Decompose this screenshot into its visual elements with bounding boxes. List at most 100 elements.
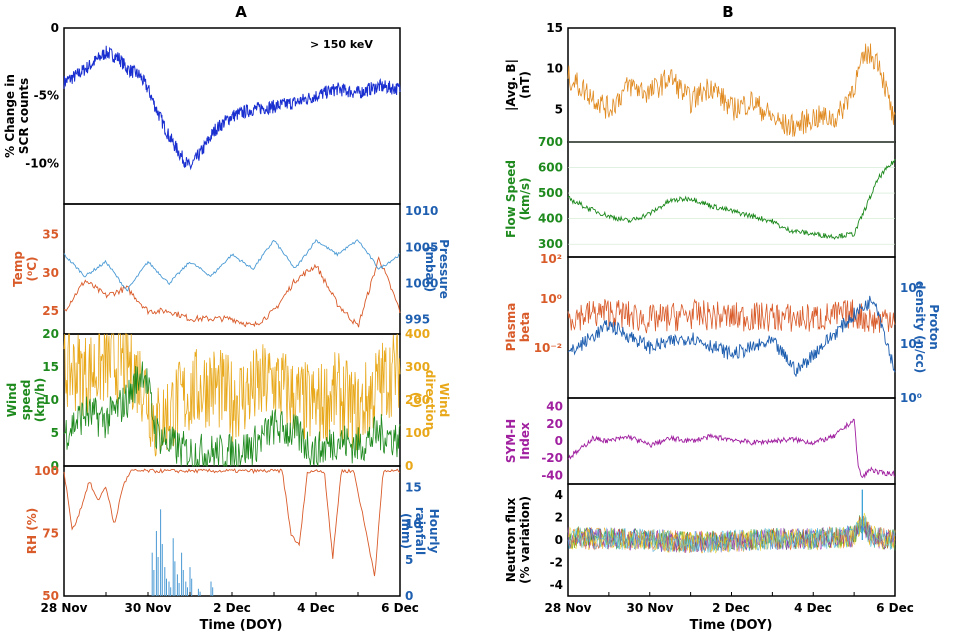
y-tick-label: 1000 [405, 276, 438, 290]
wind-speed-line [63, 361, 401, 467]
y-tick-label: 10⁰ [540, 292, 562, 306]
y-tick-label: 40 [546, 400, 563, 414]
y-tick-label: 995 [405, 313, 430, 327]
y-tick-label: 100 [405, 426, 430, 440]
y-tick-label: 200 [405, 393, 430, 407]
pressure-series-line [63, 239, 401, 292]
y-tick-label: -10% [25, 156, 59, 170]
x-tick-label: 4 Dec [297, 601, 335, 615]
y-tick-label: 0 [405, 589, 413, 603]
x-tick-label: 30 Nov [627, 601, 674, 615]
y-tick-label: 0 [405, 459, 413, 473]
y-tick-label: -4 [550, 578, 563, 592]
y-tick-label: 15 [546, 21, 563, 35]
y-tick-label: 2 [555, 511, 563, 525]
y-tick-label: -40 [541, 468, 563, 482]
x-tick-label: 4 Dec [794, 601, 832, 615]
y-tick-label: 10⁻² [534, 341, 562, 355]
x-tick-label: 2 Dec [712, 601, 750, 615]
y-tick-label: 300 [538, 237, 563, 251]
y-tick-label: 10² [540, 252, 562, 266]
x-axis-title: Time (DOY) [200, 618, 283, 633]
y-tick-label: 0 [555, 434, 563, 448]
beta-density-ticks: 10⁻² 10⁰ 10² 10⁰ 10¹ 10² [534, 252, 922, 405]
plasma-beta-line [567, 298, 896, 334]
y-tick-label: 4 [555, 488, 563, 502]
neutron-station-line [567, 515, 896, 552]
y-tick-label: 15 [405, 481, 422, 495]
y-tick-label: 10⁰ [900, 391, 922, 405]
energy-annotation: > 150 keV [310, 38, 373, 51]
y-tick-label: 100 [34, 464, 59, 478]
wind-direction-line [63, 333, 401, 457]
y-tick-label: 30 [42, 266, 59, 280]
x-tick-label: 28 Nov [545, 601, 592, 615]
panel-b-label: B [722, 3, 733, 21]
y-tick-label: -5% [34, 89, 59, 103]
y-tick-label: 50 [42, 589, 59, 603]
panel-a-label: A [235, 3, 247, 21]
temp-series-line [63, 256, 401, 328]
neutron-ylabel: Neutron flux(% variation) [504, 496, 532, 584]
symh-ylabel: SYM-HIndex [504, 419, 532, 463]
neutron-station-line [567, 515, 896, 553]
y-tick-label: 400 [538, 212, 563, 226]
bavg-ylabel: |Avg. B|(nT) [504, 59, 532, 111]
y-tick-label: 0 [51, 459, 59, 473]
y-tick-label: 20 [42, 327, 59, 341]
y-tick-label: 10 [42, 393, 59, 407]
y-tick-label: 35 [42, 228, 59, 242]
x-tick-label: 28 Nov [41, 601, 88, 615]
temp-ylabel: Temp(⁰C) [11, 251, 39, 287]
y-tick-label: 20 [546, 417, 563, 431]
y-tick-label: 500 [538, 186, 563, 200]
x-axis-title: Time (DOY) [690, 618, 773, 633]
beta-ylabel: Plasmabeta [504, 303, 532, 352]
scr-series-line [63, 45, 401, 171]
y-tick-label: 5 [405, 553, 413, 567]
x-tick-label: 6 Dec [876, 601, 914, 615]
y-tick-label: 700 [538, 135, 563, 149]
y-tick-label: 10² [900, 281, 922, 295]
plot-marks: 0-5%-10%25303599510001005101005101520010… [25, 21, 896, 603]
panel-b-xaxis: 28 Nov 30 Nov 2 Dec 4 Dec 6 Dec Time (DO… [545, 601, 914, 633]
y-tick-label: 10 [405, 517, 422, 531]
y-tick-label: 75 [42, 527, 59, 541]
proton-density-line [567, 295, 896, 377]
panel-a-xaxis: 28 Nov 30 Nov 2 Dec 4 Dec 6 Dec Time (DO… [41, 601, 419, 633]
x-tick-label: 2 Dec [213, 601, 251, 615]
y-tick-label: 1005 [405, 240, 438, 254]
y-tick-label: 5 [555, 102, 563, 116]
scr-ylabel: % Change inSCR counts [3, 74, 31, 158]
y-tick-label: 5 [51, 426, 59, 440]
y-tick-label: 0 [51, 21, 59, 35]
y-tick-label: 10 [546, 62, 563, 76]
x-tick-label: 6 Dec [381, 601, 419, 615]
bavg-series-line [567, 43, 896, 137]
y-tick-label: 0 [555, 533, 563, 547]
y-tick-label: -20 [541, 451, 563, 465]
density-ylabel: Protondensity (n/cc) [913, 281, 941, 373]
pressure-ylabel: Pressure(mbar) [423, 239, 451, 299]
y-tick-label: 15 [42, 360, 59, 374]
flow-ylabel: Flow Speed(km/s) [504, 160, 532, 238]
y-tick-label: 600 [538, 161, 563, 175]
wind-dir-ylabel: Winddirection(⁰) [409, 370, 451, 431]
wind-speed-ylabel: Windspeed(km/h) [5, 378, 47, 422]
y-axis-titles: % Change inSCR counts Temp(⁰C) Pressure(… [3, 59, 941, 584]
y-tick-label: 400 [405, 327, 430, 341]
y-tick-label: 300 [405, 360, 430, 374]
panel-b-frames [567, 27, 896, 597]
rainfall-ylabel: Hourlyrainfall(mm) [399, 507, 441, 555]
symh-series-line [567, 418, 895, 479]
panel-a-frames [63, 27, 401, 597]
rh-ylabel: RH (%) [25, 508, 39, 554]
rh-series-line [63, 467, 401, 577]
flow-series-line [567, 158, 896, 240]
y-tick-label: 1010 [405, 204, 438, 218]
y-tick-label: -2 [550, 555, 563, 569]
x-tick-label: 30 Nov [125, 601, 172, 615]
y-tick-label: 25 [42, 304, 59, 318]
y-tick-label: 10¹ [900, 337, 922, 351]
